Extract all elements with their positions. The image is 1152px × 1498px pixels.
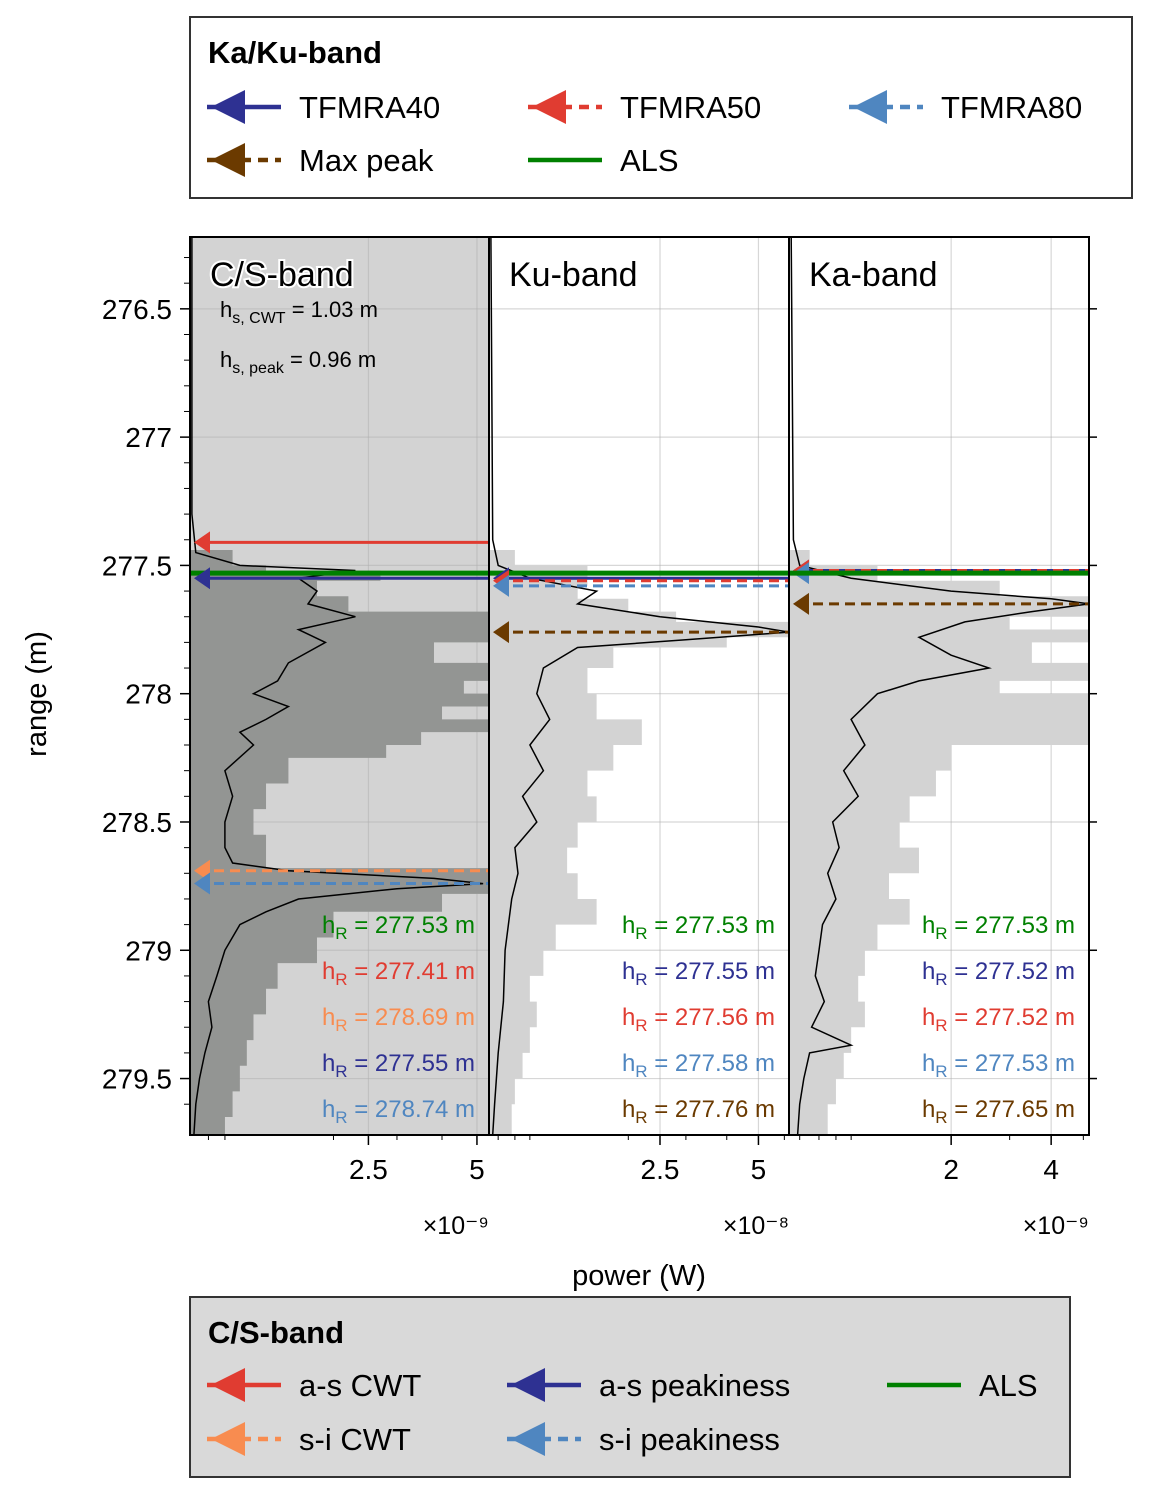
legend-top-marker-3 — [211, 143, 245, 177]
x-tick-label: 5 — [751, 1154, 767, 1185]
legend-bottom-entry-2: ALS — [887, 1368, 1038, 1403]
y-tick-label-4: 278.5 — [102, 807, 172, 838]
panel-ku-band: Ku-band hR = 277.53 m hR = 277.55 m hR = 27… — [488, 236, 797, 1240]
legend-bottom-label-4: s-i peakiness — [599, 1422, 780, 1457]
retracked-height-label-2: hR = 277.56 m — [622, 1004, 775, 1035]
waveform-line — [790, 237, 1089, 1135]
y-tick-label-3: 278 — [125, 679, 172, 710]
legend-bottom-entry-0: a-s CWT — [207, 1368, 421, 1403]
x-tick-label: 4 — [1043, 1154, 1059, 1185]
retracked-height-label-3: hR = 277.55 m — [322, 1050, 475, 1081]
legend-top-marker-0 — [211, 90, 245, 124]
legend-top-label-1: TFMRA50 — [620, 90, 761, 125]
waveform-histogram — [190, 550, 489, 1135]
retracked-height-label-4: hR = 277.76 m — [622, 1096, 775, 1127]
y-tick-label-0: 276.5 — [102, 294, 172, 325]
legend-bottom-marker-0 — [211, 1368, 245, 1402]
x-tick-label: 2.5 — [641, 1154, 680, 1185]
waveform-line — [191, 237, 484, 1135]
retracked-height-label-3: hR = 277.53 m — [922, 1050, 1075, 1081]
y-tick-label-2: 277.5 — [102, 550, 172, 581]
retracked-height-label-1: hR = 277.55 m — [622, 958, 775, 989]
legend-top-label-2: TFMRA80 — [941, 90, 1082, 125]
legend-bottom-label-1: a-s peakiness — [599, 1368, 790, 1403]
legend-top-label-3: Max peak — [299, 143, 434, 178]
panel-ka-band: Ka-band hR = 277.53 m hR = 277.52 m hR = 27… — [788, 236, 1097, 1240]
x-multiplier: ×10⁻⁹ — [423, 1212, 489, 1240]
retracked-height-label-0: hR = 277.53 m — [622, 912, 775, 943]
legend-bottom: C/S-band a-s CWT a-s peakiness ALS s-i CWT s… — [189, 1296, 1071, 1478]
panel-title: C/S-band — [210, 256, 354, 294]
legend-bottom-label-0: a-s CWT — [299, 1368, 421, 1403]
retracker-marker-a-s-cwt — [194, 531, 210, 554]
retracker-marker-max-peak — [493, 621, 509, 644]
legend-top: Ka/Ku-band TFMRA40 TFMRA50 TFMRA80 Max peak… — [189, 16, 1133, 199]
legend-bottom-label-2: ALS — [979, 1368, 1038, 1403]
retracker-marker-tfmra80 — [493, 574, 509, 597]
legend-top-marker-2 — [853, 90, 887, 124]
legend-top-entry-2: TFMRA80 — [849, 90, 1082, 125]
legend-bottom-entry-4: s-i peakiness — [507, 1422, 780, 1457]
legend-top-label-0: TFMRA40 — [299, 90, 440, 125]
y-axis-label: range (m) — [21, 631, 53, 757]
retracked-height-label-0: hR = 277.53 m — [322, 912, 475, 943]
y-tick-label-6: 279.5 — [102, 1064, 172, 1095]
retracked-height-label-1: hR = 277.41 m — [322, 958, 475, 989]
x-axis-label: power (W) — [572, 1260, 706, 1292]
retracked-height-label-2: hR = 278.69 m — [322, 1004, 475, 1035]
retracked-height-label-3: hR = 277.58 m — [622, 1050, 775, 1081]
legend-bottom-marker-1 — [511, 1368, 545, 1402]
legend-bottom-marker-3 — [211, 1422, 245, 1456]
x-multiplier: ×10⁻⁹ — [1023, 1212, 1089, 1240]
retracked-height-label-0: hR = 277.53 m — [922, 912, 1075, 943]
x-tick-label: 2 — [943, 1154, 959, 1185]
retracker-marker-max-peak — [793, 592, 809, 615]
y-axis-ticks: 276.5 277 277.5 278 278.5 279 279.5 — [102, 257, 190, 1105]
panel-title: Ku-band — [509, 256, 638, 294]
legend-top-label-4: ALS — [620, 143, 679, 178]
retracker-marker-s-i-peakiness — [194, 872, 210, 895]
legend-top-entry-0: TFMRA40 — [207, 90, 440, 125]
y-tick-label-1: 277 — [125, 422, 172, 453]
retracked-height-label-2: hR = 277.52 m — [922, 1004, 1075, 1035]
legend-top-marker-1 — [532, 90, 566, 124]
retracker-marker-a-s-peakiness — [194, 567, 210, 590]
x-tick-label: 5 — [469, 1154, 485, 1185]
x-multiplier: ×10⁻⁸ — [723, 1212, 789, 1240]
legend-bottom-entry-1: a-s peakiness — [507, 1368, 790, 1403]
retracked-height-label-1: hR = 277.52 m — [922, 958, 1075, 989]
legend-top-entry-4: ALS — [528, 143, 679, 178]
legend-top-title: Ka/Ku-band — [208, 35, 382, 70]
retracked-height-label-4: hR = 277.65 m — [922, 1096, 1075, 1127]
panel-frame — [788, 236, 1090, 1136]
panel-title: Ka-band — [809, 256, 938, 294]
waveform-histogram — [489, 550, 789, 1135]
waveform-line — [490, 237, 789, 1135]
x-tick-label: 2.5 — [349, 1154, 388, 1185]
y-tick-label-5: 279 — [125, 935, 172, 966]
legend-bottom-title: C/S-band — [208, 1315, 344, 1350]
legend-bottom-label-3: s-i CWT — [299, 1422, 411, 1457]
snow-depth-label-1: hs, peak = 0.96 m — [220, 347, 376, 377]
legend-top-entry-1: TFMRA50 — [528, 90, 761, 125]
waveform-histogram — [789, 550, 1089, 1135]
legend-top-entry-3: Max peak — [207, 143, 434, 178]
legend-bottom-marker-4 — [511, 1422, 545, 1456]
retracked-height-label-4: hR = 278.74 m — [322, 1096, 475, 1127]
snow-depth-label-0: hs, CWT = 1.03 m — [220, 297, 378, 327]
legend-bottom-entry-3: s-i CWT — [207, 1422, 411, 1457]
